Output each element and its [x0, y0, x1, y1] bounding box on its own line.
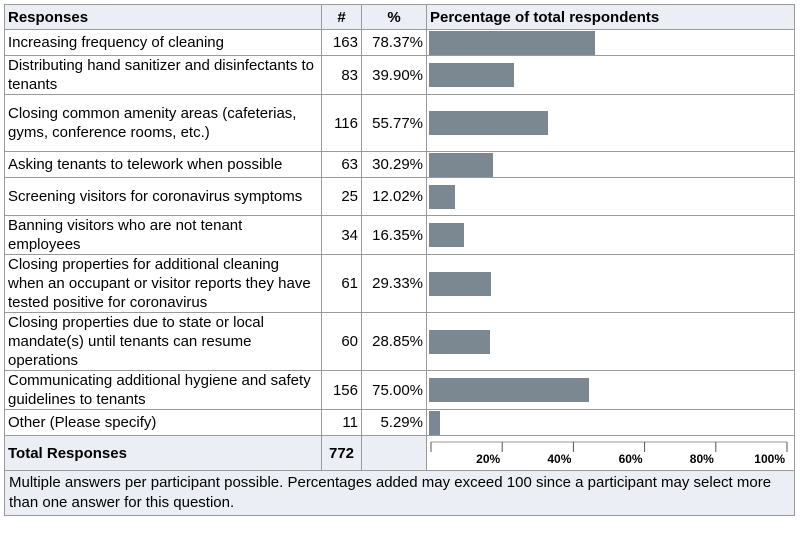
response-count: 83 — [321, 55, 362, 95]
percentage-bar — [429, 410, 441, 435]
percentage-bar — [429, 378, 589, 402]
x-axis-svg: 20% 40% 60% 80% 100% — [430, 441, 788, 466]
table-row: Screening visitors for coronavirus sympt… — [4, 177, 795, 216]
results-table: Responses # % Percentage of total respon… — [4, 4, 795, 516]
responses-header: Responses — [4, 4, 322, 30]
response-label: Closing properties due to state or local… — [4, 312, 322, 371]
percentage-bar — [429, 152, 494, 177]
x-tick-label: 60% — [619, 452, 643, 466]
footnote: Multiple answers per participant possibl… — [4, 470, 795, 516]
table-row: Other (Please specify) 11 5.29% — [4, 409, 795, 436]
table-row: Closing properties for additional cleani… — [4, 254, 795, 313]
response-label: Communicating additional hygiene and saf… — [4, 370, 322, 410]
response-label: Asking tenants to telework when possible — [4, 151, 322, 178]
percentage-bar — [429, 184, 455, 209]
percentage-bar — [429, 223, 464, 247]
response-label: Other (Please specify) — [4, 409, 322, 436]
percentage-bar — [429, 329, 491, 354]
bar-cell — [426, 215, 795, 255]
table-row: Closing common amenity areas (cafeterias… — [4, 94, 795, 152]
x-tick-label: 80% — [690, 452, 714, 466]
table-row: Asking tenants to telework when possible… — [4, 151, 795, 178]
table-row: Banning visitors who are not tenant empl… — [4, 215, 795, 255]
survey-results: Responses # % Percentage of total respon… — [4, 4, 795, 516]
header-row: Responses # % Percentage of total respon… — [4, 4, 795, 30]
response-label: Distributing hand sanitizer and disinfec… — [4, 55, 322, 95]
bar-cell — [426, 177, 795, 216]
bar-cell — [426, 29, 795, 56]
response-count: 163 — [321, 29, 362, 56]
bar-cell — [426, 55, 795, 95]
bar-cell — [426, 312, 795, 371]
response-count: 156 — [321, 370, 362, 410]
response-label: Closing properties for additional cleani… — [4, 254, 322, 313]
bar-cell — [426, 94, 795, 152]
bar-cell — [426, 254, 795, 313]
chart-header: Percentage of total respondents — [426, 4, 795, 30]
table-row: Communicating additional hygiene and saf… — [4, 370, 795, 410]
x-tick-label: 40% — [547, 452, 571, 466]
response-percent: 75.00% — [361, 370, 427, 410]
response-percent: 55.77% — [361, 94, 427, 152]
percentage-bar — [429, 30, 595, 55]
total-row: Total Responses 772 20% 40% 60% 80% 100% — [4, 435, 795, 471]
response-count: 116 — [321, 94, 362, 152]
response-percent: 30.29% — [361, 151, 427, 178]
response-label: Closing common amenity areas (cafeterias… — [4, 94, 322, 152]
x-tick-label: 100% — [754, 452, 785, 466]
response-percent: 78.37% — [361, 29, 427, 56]
x-axis: 20% 40% 60% 80% 100% — [426, 435, 795, 471]
response-label: Banning visitors who are not tenant empl… — [4, 215, 322, 255]
response-count: 61 — [321, 254, 362, 313]
response-count: 34 — [321, 215, 362, 255]
count-header: # — [321, 4, 362, 30]
response-label: Screening visitors for coronavirus sympt… — [4, 177, 322, 216]
total-percent-empty — [361, 435, 427, 471]
percentage-bar — [429, 271, 492, 296]
x-tick-label: 20% — [476, 452, 500, 466]
response-label: Increasing frequency of cleaning — [4, 29, 322, 56]
bar-cell — [426, 151, 795, 178]
total-label: Total Responses — [4, 435, 322, 471]
percentage-bar — [429, 111, 548, 135]
total-count: 772 — [321, 435, 362, 471]
response-percent: 29.33% — [361, 254, 427, 313]
response-count: 25 — [321, 177, 362, 216]
table-row: Distributing hand sanitizer and disinfec… — [4, 55, 795, 95]
bar-cell — [426, 370, 795, 410]
response-percent: 12.02% — [361, 177, 427, 216]
response-percent: 16.35% — [361, 215, 427, 255]
response-percent: 39.90% — [361, 55, 427, 95]
percentage-bar — [429, 63, 514, 87]
note-row: Multiple answers per participant possibl… — [4, 470, 795, 516]
table-row: Increasing frequency of cleaning 163 78.37… — [4, 29, 795, 56]
response-percent: 5.29% — [361, 409, 427, 436]
response-count: 63 — [321, 151, 362, 178]
response-count: 11 — [321, 409, 362, 436]
response-percent: 28.85% — [361, 312, 427, 371]
percent-header: % — [361, 4, 427, 30]
table-row: Closing properties due to state or local… — [4, 312, 795, 371]
bar-cell — [426, 409, 795, 436]
response-count: 60 — [321, 312, 362, 371]
